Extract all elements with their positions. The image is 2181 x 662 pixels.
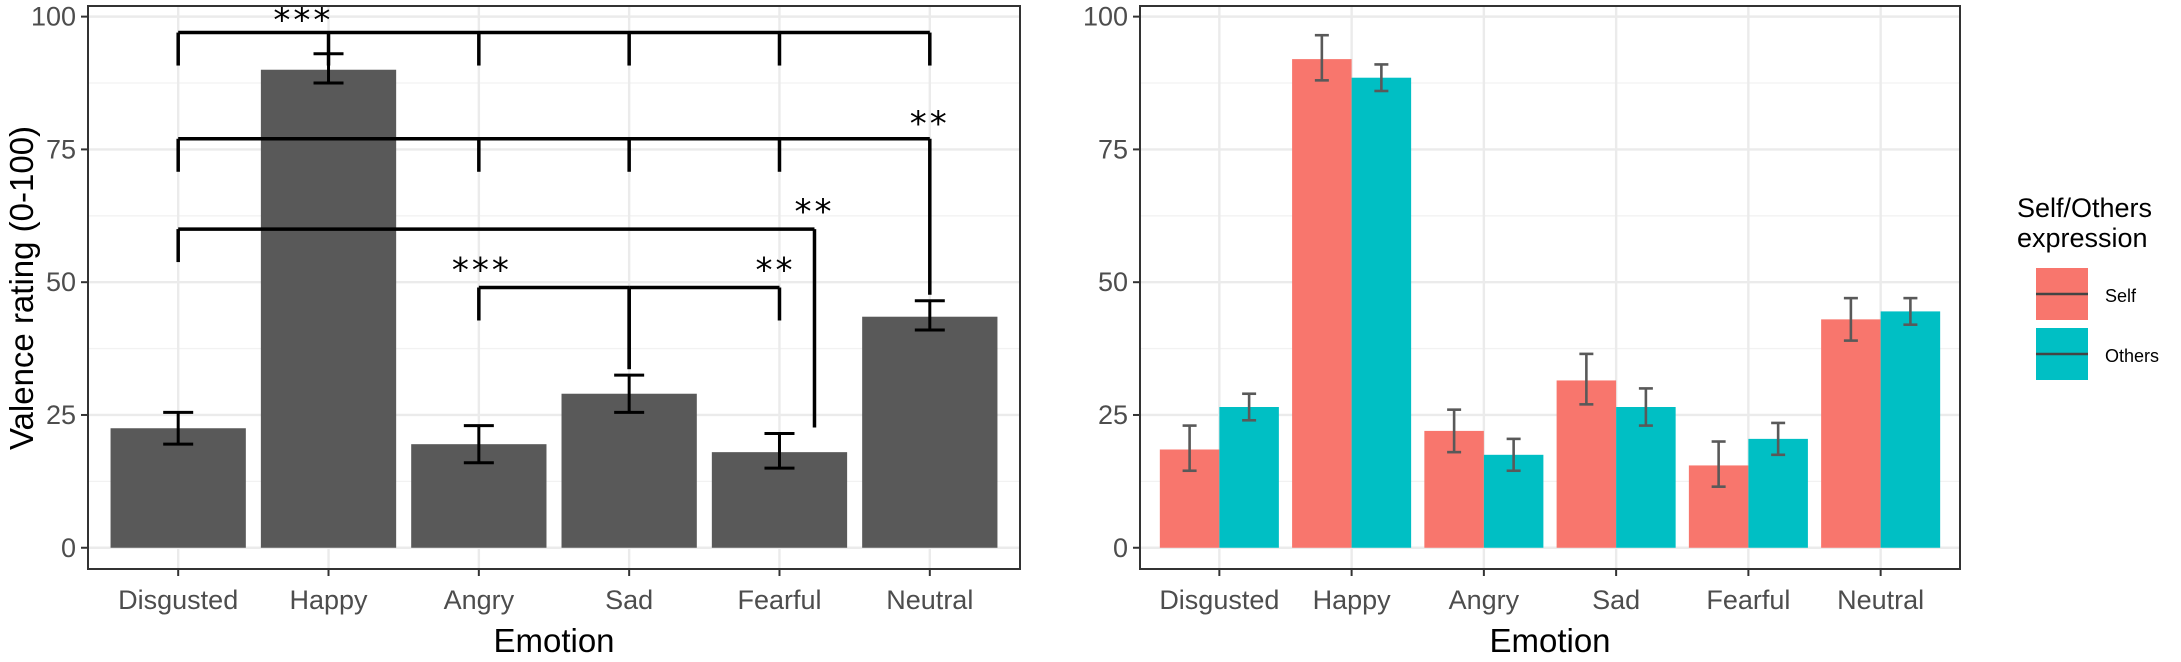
- right-bar-others-disgusted: [1219, 407, 1279, 548]
- significance-bracket: **: [176, 192, 834, 428]
- right-x-tick-label: Disgusted: [1159, 585, 1279, 615]
- right-y-tick-label: 100: [1083, 2, 1128, 32]
- left-error-fearful: [764, 432, 795, 470]
- right-error-others-fearful: [1771, 421, 1786, 457]
- left-error-neutral: [914, 299, 945, 332]
- right-error-self-disgusted: [1182, 424, 1197, 473]
- left-y-tick-label: 75: [46, 134, 76, 164]
- significance-label: ***: [273, 1, 333, 41]
- right-bar-self-neutral: [1821, 319, 1881, 548]
- left-y-axis-title: Valence rating (0-100): [3, 126, 40, 450]
- right-bar-others-neutral: [1880, 311, 1941, 548]
- left-x-tick-label: Fearful: [737, 585, 821, 615]
- left-y-tick-label: 50: [46, 267, 76, 297]
- right-x-ticks: Disgusted Happy Angry Sad Fearful Neutral: [1159, 569, 1924, 615]
- right-error-self-neutral: [1843, 296, 1858, 342]
- right-y-tick-label: 0: [1113, 533, 1128, 563]
- right-bar-others-fearful: [1748, 438, 1808, 548]
- right-panel-border: [1139, 5, 1961, 570]
- left-x-tick-label: Neutral: [886, 585, 973, 615]
- significance-bracket: ***: [176, 1, 932, 66]
- right-error-others-neutral: [1903, 296, 1918, 326]
- legend-title-line1: Self/Others: [2017, 193, 2152, 223]
- right-y-tick-label: 75: [1098, 134, 1128, 164]
- right-error-bars: [1182, 33, 1918, 488]
- left-x-axis-title: Emotion: [493, 622, 614, 659]
- significance-bracket: ***: [452, 251, 631, 370]
- right-bar-others-sad: [1616, 407, 1676, 548]
- chart-right: 0 25 50 75 100 Disgusted Happy Angry Sad Fearful…: [1083, 2, 1961, 659]
- right-error-others-happy: [1374, 63, 1389, 93]
- right-error-self-sad: [1579, 352, 1594, 406]
- left-bar-neutral: [862, 316, 998, 548]
- left-error-disgusted: [163, 410, 194, 446]
- right-error-others-angry: [1506, 437, 1521, 473]
- right-y-tick-label: 25: [1098, 400, 1128, 430]
- left-bars: [110, 69, 998, 548]
- left-significance-brackets: ********** **: [176, 1, 950, 428]
- right-error-others-sad: [1638, 387, 1653, 427]
- significance-label: ***: [452, 251, 512, 291]
- right-error-self-angry: [1447, 408, 1462, 454]
- left-x-tick-label: Angry: [444, 585, 515, 615]
- right-x-tick-label: Happy: [1313, 585, 1392, 615]
- right-x-tick-label: Angry: [1449, 585, 1520, 615]
- left-error-bars: [163, 52, 945, 470]
- right-bar-self-sad: [1556, 380, 1617, 548]
- legend-keys: [2036, 268, 2088, 380]
- right-bar-others-happy: [1351, 77, 1412, 548]
- left-error-angry: [463, 424, 494, 465]
- left-bar-happy: [260, 69, 397, 548]
- left-y-tick-label: 25: [46, 400, 76, 430]
- significance-label: **: [755, 251, 795, 291]
- legend-label-self: Self: [2105, 286, 2137, 306]
- left-x-ticks: Disgusted Happy Angry Sad Fearful Neutral: [118, 569, 973, 615]
- right-x-tick-label: Sad: [1592, 585, 1640, 615]
- legend-title-line2: expression: [2017, 223, 2148, 253]
- right-x-tick-label: Neutral: [1837, 585, 1924, 615]
- significance-bracket: **: [176, 104, 950, 295]
- left-x-tick-label: Sad: [605, 585, 653, 615]
- legend: Self/Others expression Self Others: [2017, 193, 2159, 380]
- left-x-tick-label: Happy: [289, 585, 368, 615]
- left-y-tick-label: 0: [61, 533, 76, 563]
- left-bar-sad: [561, 393, 697, 548]
- left-panel-border: [87, 5, 1021, 570]
- significance-bracket: **: [627, 251, 795, 370]
- left-bar-disgusted: [110, 428, 246, 548]
- significance-label: **: [794, 192, 834, 232]
- left-y-tick-label: 100: [31, 2, 76, 32]
- left-error-sad: [614, 373, 645, 414]
- legend-label-others: Others: [2105, 346, 2159, 366]
- right-error-self-fearful: [1711, 440, 1726, 488]
- right-y-tick-label: 50: [1098, 267, 1128, 297]
- right-bar-self-happy: [1292, 59, 1352, 548]
- right-x-axis-title: Emotion: [1489, 622, 1610, 659]
- right-x-tick-label: Fearful: [1706, 585, 1790, 615]
- left-y-ticks: 0 25 50 75 100: [31, 2, 88, 563]
- left-x-tick-label: Disgusted: [118, 585, 238, 615]
- right-error-self-happy: [1314, 33, 1329, 82]
- right-y-ticks: 0 25 50 75 100: [1083, 2, 1140, 563]
- significance-label: **: [910, 104, 950, 144]
- right-error-others-disgusted: [1242, 392, 1257, 422]
